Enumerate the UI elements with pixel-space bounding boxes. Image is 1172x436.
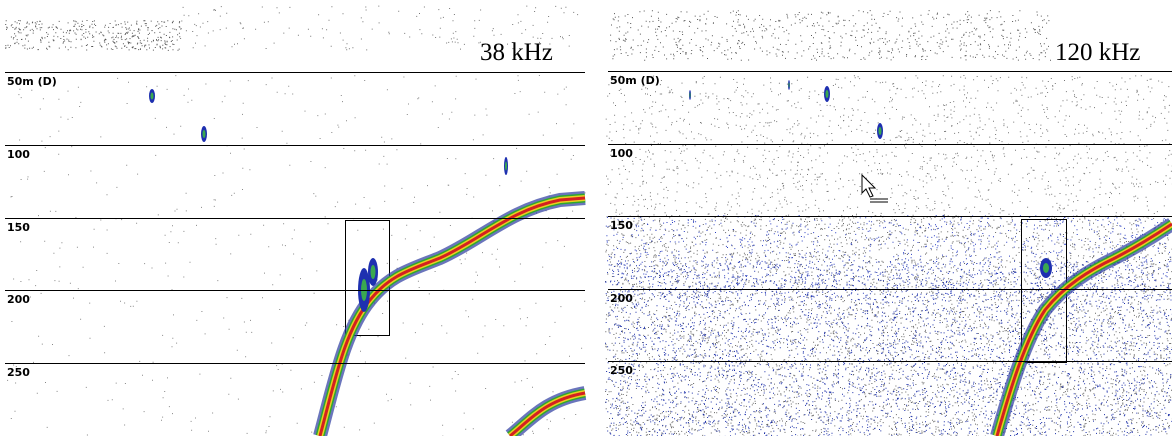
fish-school-core [505, 161, 507, 171]
depth-label: 150 [610, 219, 633, 232]
panel-38khz: 38 kHz 50m (D) 100 150 200 250 [5, 39, 587, 436]
mouse-cursor [861, 173, 877, 198]
depth-label: 100 [7, 148, 30, 161]
fish-school-core [689, 92, 691, 98]
fish-school-core [202, 130, 206, 138]
fish-school-core [788, 82, 790, 88]
depth-label: 200 [610, 292, 633, 305]
echo-noise [610, 10, 1051, 61]
depth-label: 150 [7, 221, 30, 234]
frequency-label: 120 kHz [1055, 39, 1140, 66]
seabed-echo [995, 222, 1172, 436]
depth-label: 100 [610, 147, 633, 160]
fish-school-core [150, 92, 154, 100]
fish-school-core [878, 127, 882, 135]
fish-school-core [825, 90, 829, 98]
echo-noise [605, 215, 1172, 436]
echo-noise [605, 260, 1172, 436]
panel-120khz: 120 kHz 50m (D) 100 150 200 250 [608, 39, 1172, 436]
fish-school-core [370, 265, 376, 279]
seabed-echo [509, 391, 586, 436]
depth-label: 50m (D) [610, 74, 660, 87]
depth-label: 50m (D) [7, 75, 57, 88]
fish-school-core [1043, 263, 1049, 273]
echo-noise [5, 20, 181, 51]
echo-noise [7, 75, 586, 436]
frequency-label: 38 kHz [480, 39, 553, 66]
depth-label: 200 [7, 293, 30, 306]
cursor-mark [870, 198, 888, 203]
depth-label: 250 [610, 364, 633, 377]
depth-label: 250 [7, 366, 30, 379]
noise-layer [5, 5, 1172, 436]
